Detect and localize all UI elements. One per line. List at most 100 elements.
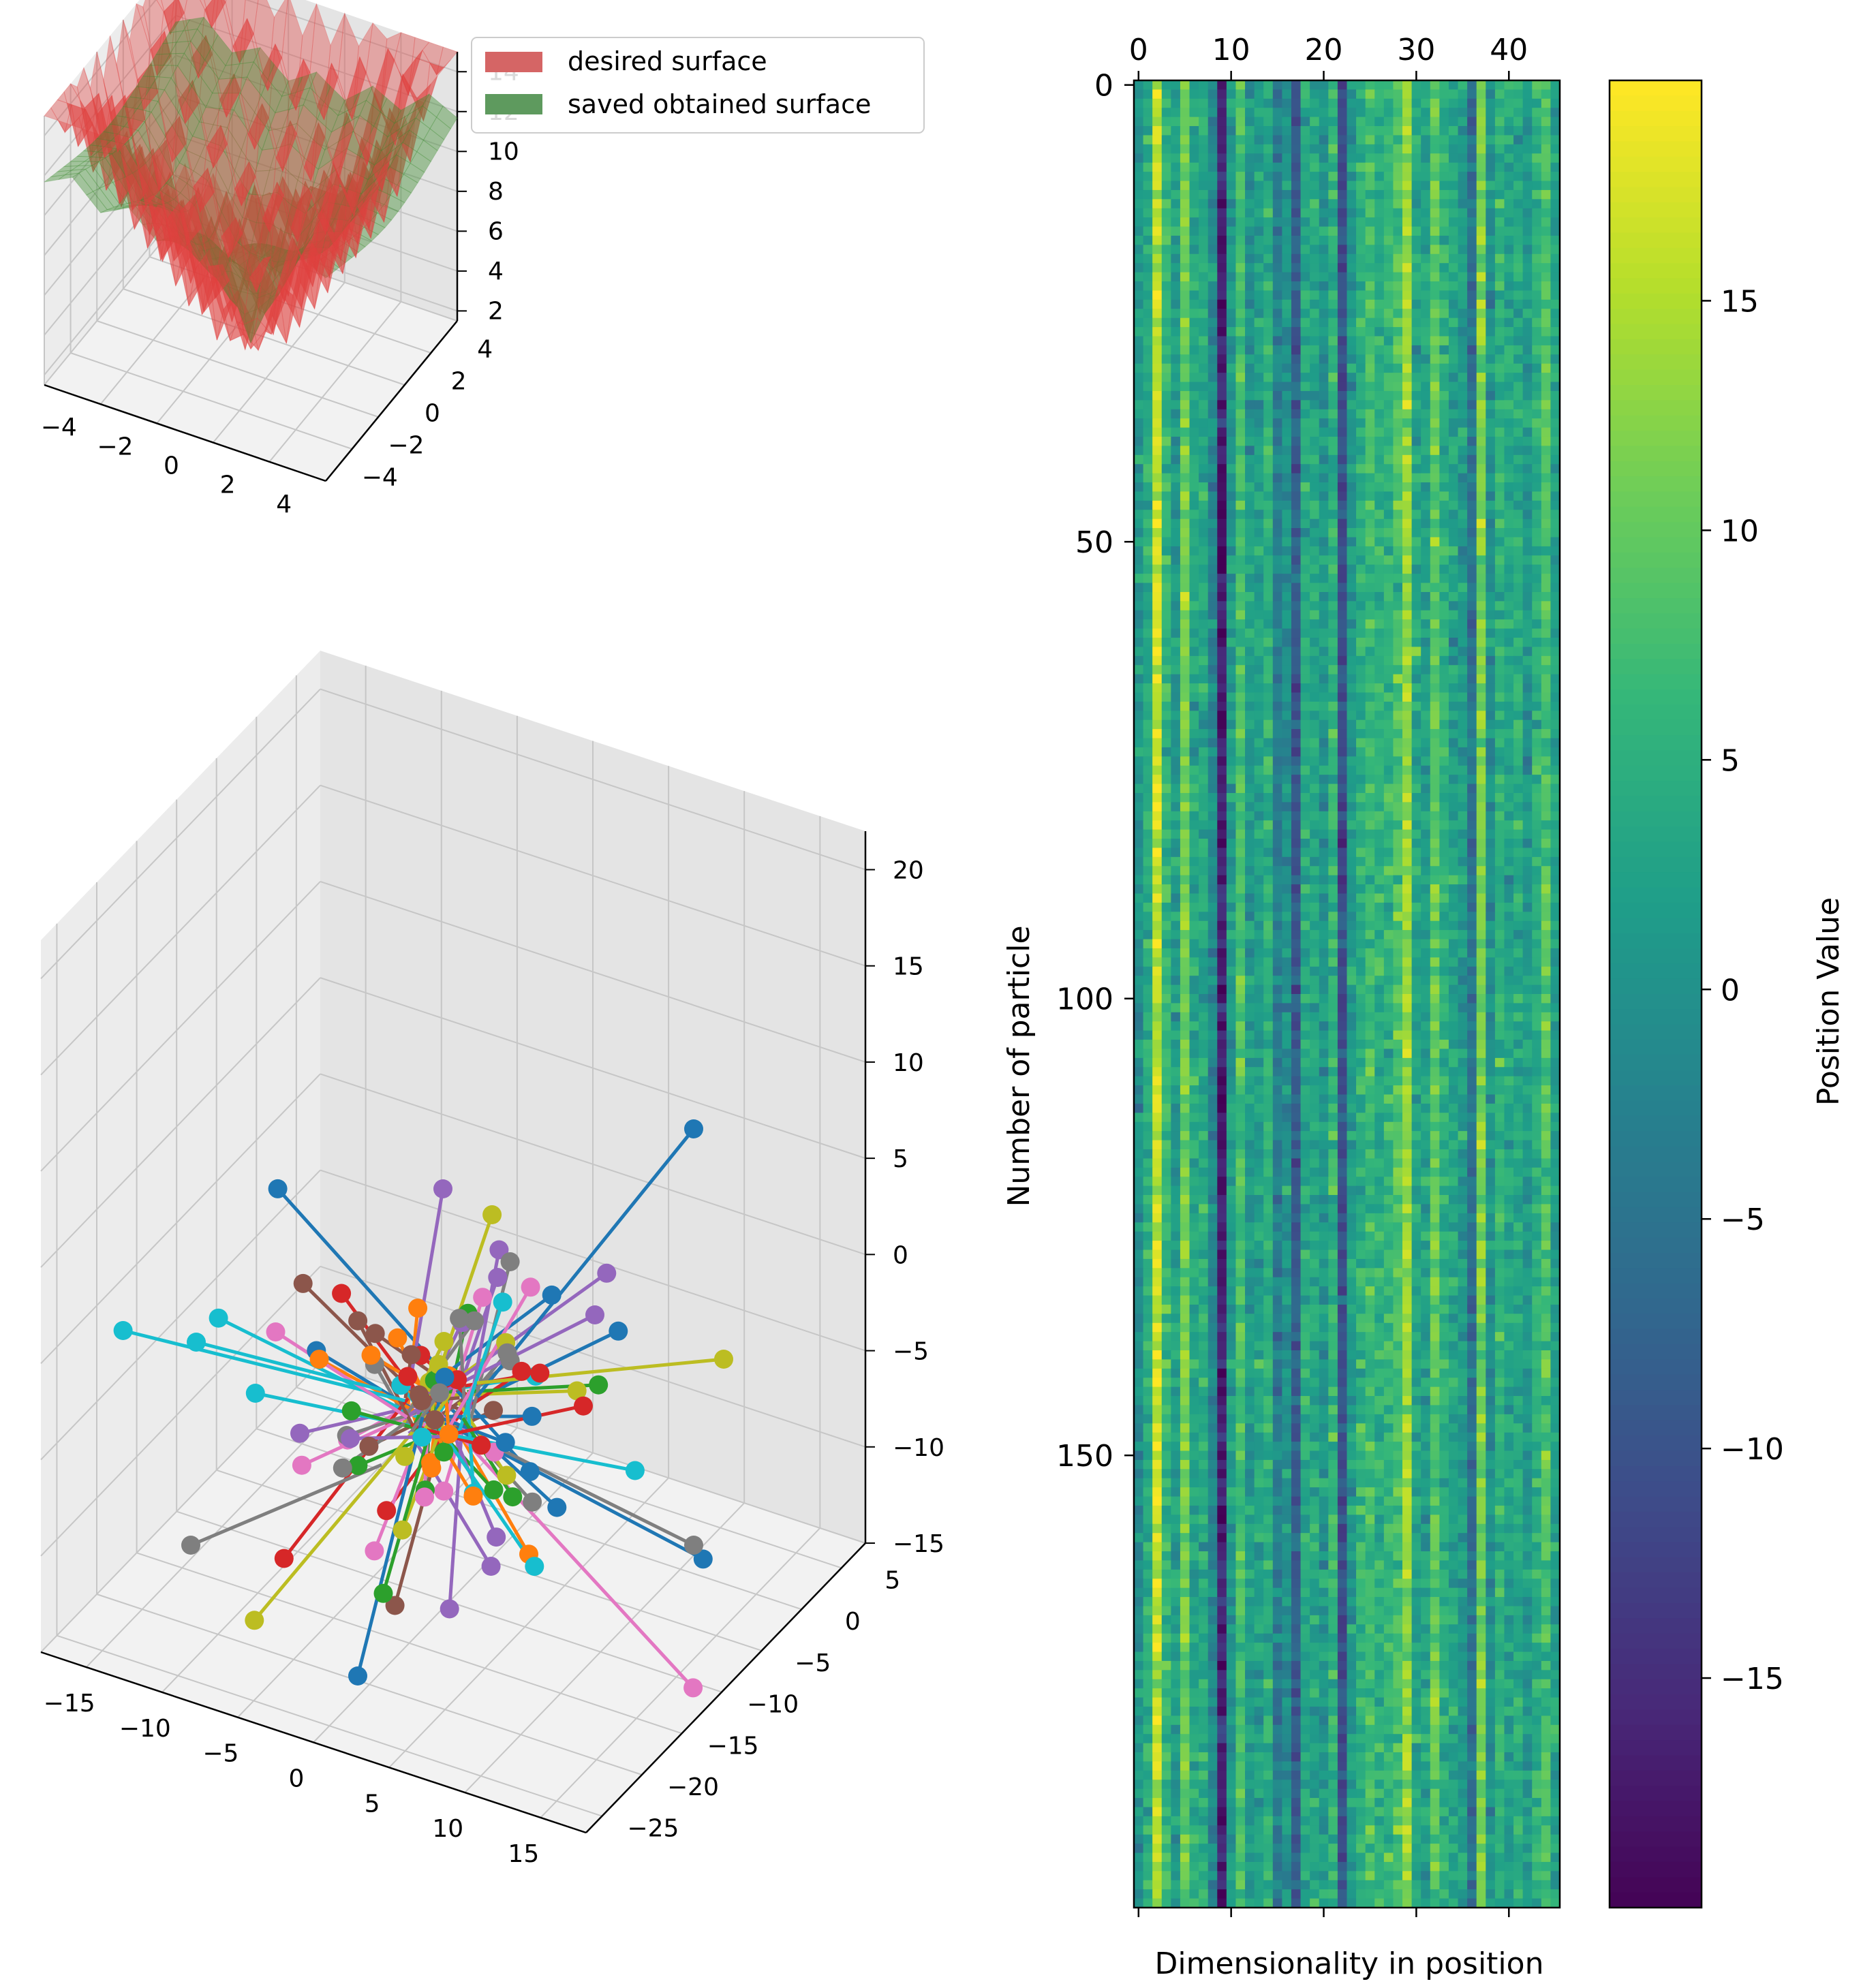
surface-patch	[233, 243, 255, 253]
heatmap-cell	[1300, 226, 1310, 236]
surface-patch	[91, 93, 114, 191]
heatmap-cell	[1430, 583, 1440, 593]
heatmap-cell	[1439, 583, 1449, 593]
surface-patch	[275, 175, 297, 241]
heatmap-cell	[1467, 701, 1477, 711]
heatmap-cell	[1430, 811, 1440, 821]
heatmap-cell	[1421, 674, 1431, 684]
heatmap-cell	[1467, 591, 1477, 602]
heatmap-cell	[1310, 473, 1320, 483]
heatmap-cell	[1282, 189, 1292, 200]
heatmap-cell	[1374, 354, 1385, 364]
heatmap-cell	[1402, 390, 1413, 401]
heatmap-cell	[1504, 491, 1514, 501]
heatmap-cell	[1319, 153, 1329, 164]
heatmap-cell	[1319, 574, 1329, 584]
heatmap-cell	[1494, 172, 1505, 182]
heatmap-cell	[1550, 792, 1560, 803]
heatmap-cell	[1208, 829, 1218, 839]
heatmap-cell	[1208, 281, 1218, 292]
heatmap-cell	[1513, 80, 1524, 91]
heatmap-cell	[1494, 738, 1505, 748]
heatmap-cell	[1522, 454, 1533, 465]
heatmap-cell	[1383, 747, 1394, 757]
heatmap-cell	[1134, 98, 1144, 108]
heatmap-cell	[1494, 336, 1505, 346]
heatmap-cell	[1365, 792, 1375, 803]
heatmap-cell	[1291, 80, 1302, 91]
heatmap-cell	[1393, 464, 1403, 474]
heatmap-cell	[1513, 108, 1524, 118]
heatmap-cell	[1152, 638, 1163, 648]
heatmap-cell	[1347, 418, 1357, 429]
heatmap-cell	[1161, 253, 1171, 264]
surface-patch	[219, 189, 241, 265]
heatmap-cell	[1402, 802, 1413, 812]
heatmap-cell	[1439, 117, 1449, 127]
heatmap-cell	[1402, 126, 1413, 136]
heatmap-cell	[1328, 655, 1338, 666]
heatmap-cell	[1337, 610, 1348, 620]
heatmap-cell	[1532, 345, 1542, 355]
heatmap-cell	[1541, 189, 1552, 200]
heatmap-cell	[1328, 208, 1338, 218]
heatmap-cell	[1458, 382, 1468, 392]
heatmap-cell	[1134, 135, 1144, 145]
heatmap-cell	[1541, 373, 1552, 383]
heatmap-cell	[1421, 765, 1431, 775]
surface-z-tick-label: 4	[488, 258, 504, 285]
heatmap-cell	[1143, 528, 1153, 538]
heatmap-cell	[1310, 792, 1320, 803]
surface-patch	[177, 187, 199, 255]
heatmap-cell	[1347, 665, 1357, 675]
heatmap-cell	[1439, 783, 1449, 794]
heatmap-cell	[1337, 792, 1348, 803]
heatmap-cell	[1513, 655, 1524, 666]
heatmap-cell	[1430, 747, 1440, 757]
heatmap-cell	[1513, 390, 1524, 401]
heatmap-cell	[1282, 674, 1292, 684]
heatmap-cell	[1541, 290, 1552, 300]
surface-patch	[337, 243, 360, 258]
heatmap-cell	[1310, 172, 1320, 182]
heatmap-cell	[1245, 546, 1255, 556]
heatmap-cell	[1161, 638, 1171, 648]
heatmap-cell	[1254, 272, 1264, 282]
heatmap-cell	[1291, 765, 1302, 775]
heatmap-cell	[1411, 199, 1421, 209]
heatmap-cell	[1291, 108, 1302, 118]
heatmap-cell	[1235, 792, 1246, 803]
heatmap-cell	[1134, 235, 1144, 245]
heatmap-cell	[1161, 436, 1171, 446]
heatmap-cell	[1494, 482, 1505, 493]
heatmap-cell	[1458, 802, 1468, 812]
heatmap-cell	[1245, 738, 1255, 748]
heatmap-cell	[1467, 363, 1477, 373]
heatmap-cell	[1365, 546, 1375, 556]
heatmap-cell	[1504, 382, 1514, 392]
surface-patch	[185, 164, 206, 264]
heatmap-cell	[1467, 226, 1477, 236]
heatmap-cell	[1263, 638, 1274, 648]
heatmap-cell	[1254, 309, 1264, 319]
heatmap-cell	[1143, 655, 1153, 666]
heatmap-cell	[1374, 638, 1385, 648]
heatmap-cell	[1235, 409, 1246, 419]
heatmap-cell	[1208, 711, 1218, 721]
heatmap-cell	[1374, 692, 1385, 702]
heatmap-cell	[1300, 281, 1310, 292]
heatmap-cell	[1254, 482, 1264, 493]
heatmap-cell	[1374, 491, 1385, 501]
heatmap-cell	[1494, 546, 1505, 556]
heatmap-cell	[1199, 363, 1209, 373]
heatmap-cell	[1291, 454, 1302, 465]
surface-patch	[260, 243, 283, 254]
heatmap-cell	[1494, 473, 1505, 483]
surface-patch	[370, 131, 392, 238]
heatmap-cell	[1430, 418, 1440, 429]
heatmap-cell	[1421, 354, 1431, 364]
heatmap-cell	[1245, 665, 1255, 675]
heatmap-cell	[1337, 89, 1348, 99]
heatmap-cell	[1439, 427, 1449, 437]
surface-patch	[189, 226, 211, 313]
